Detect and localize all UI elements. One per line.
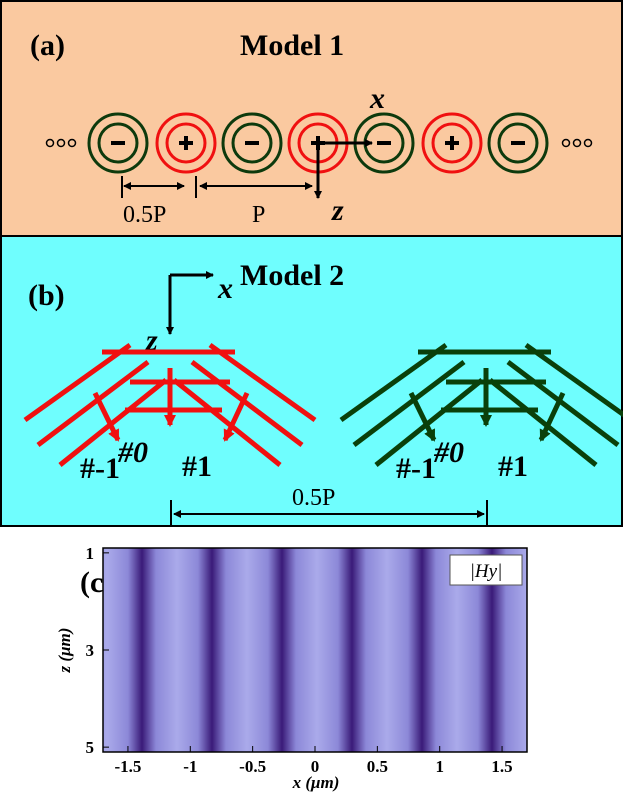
panel-title: Model 2 [240, 259, 344, 292]
diffraction-order: #0 [117, 436, 148, 469]
legend: |Hy| [470, 561, 503, 582]
panel-title: Model 1 [240, 29, 344, 62]
diffraction-order: #-1 [80, 452, 120, 485]
dim-label: P [252, 202, 265, 228]
diffraction-order: #0 [433, 436, 464, 469]
x-tick-label: 0 [311, 757, 320, 776]
x-tick-label: 1 [435, 757, 444, 776]
x-tick-label: -0.5 [239, 757, 266, 776]
diffraction-order: #-1 [396, 452, 436, 485]
dim-label: 0.5P [123, 202, 166, 228]
y-tick-label: 1 [86, 544, 95, 563]
x-tick-label: 1.5 [491, 757, 512, 776]
dim-label: 0.5P [292, 485, 335, 511]
x-tick-label: -1 [183, 757, 197, 776]
axis-x: x [369, 82, 385, 115]
y-axis-label: z (μm) [55, 628, 74, 674]
panel-label: (b) [28, 279, 65, 312]
x-tick-label: 0.5 [367, 757, 388, 776]
diffraction-order: #1 [498, 450, 528, 483]
diffraction-order: #1 [182, 450, 212, 483]
y-tick-label: 3 [86, 641, 95, 660]
axis-x: x [217, 272, 233, 305]
y-tick-label: 5 [86, 738, 95, 757]
x-tick-label: -1.5 [114, 757, 141, 776]
panel-a: (a) Model 1 x z 0.5P P [1, 1, 622, 236]
panel-label: (a) [30, 29, 65, 62]
panel-b: (b) Model 2 x z #-1#0#1#-1#0#1 0.5P [1, 236, 623, 526]
axis-z: z [331, 194, 344, 227]
figure: (a) Model 1 x z 0.5P P (b) Model 2 x z [0, 0, 623, 793]
